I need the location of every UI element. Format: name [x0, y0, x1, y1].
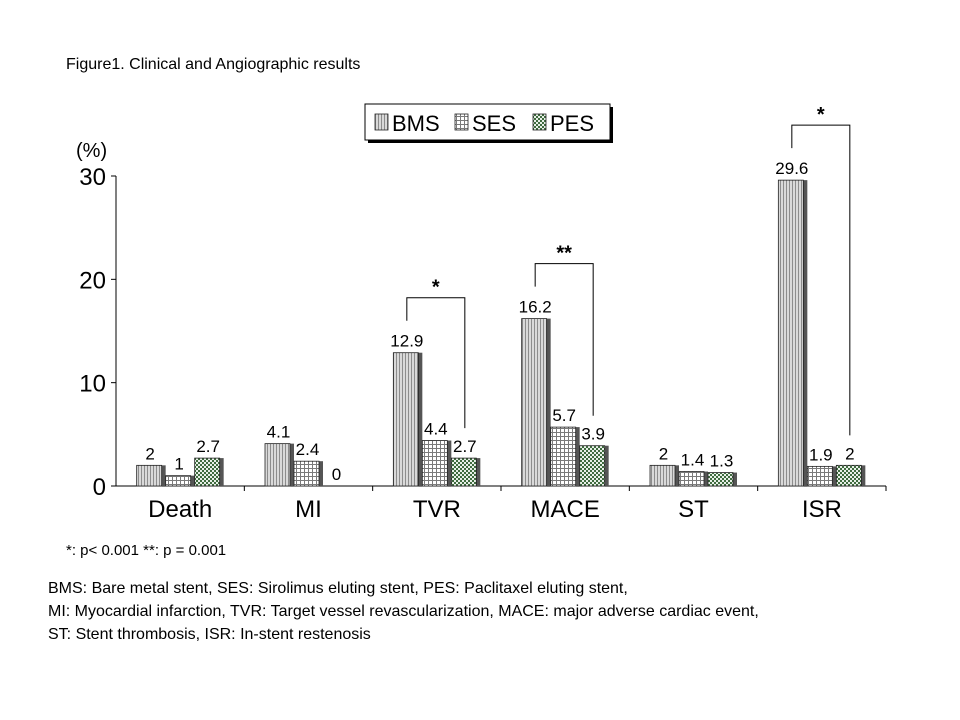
- bar-side: [290, 443, 294, 486]
- abbreviation-notes: BMS: Bare metal stent, SES: Sirolimus el…: [48, 577, 759, 646]
- abbreviation-line: ST: Stent thrombosis, ISR: In-stent rest…: [48, 626, 371, 643]
- bar-side: [546, 318, 551, 486]
- bar-side: [575, 427, 580, 486]
- bar-side: [476, 458, 481, 486]
- legend-label: PES: [550, 111, 594, 136]
- data-label: 0: [332, 465, 341, 484]
- legend-swatch: [374, 113, 389, 131]
- significance-bracket: [406, 297, 466, 429]
- y-tick-label: 0: [93, 474, 106, 501]
- bar: [777, 179, 804, 487]
- bar: [392, 352, 419, 487]
- bar-side: [803, 180, 808, 486]
- bar: [450, 457, 477, 487]
- y-tick-label: 20: [79, 267, 106, 294]
- y-axis-label: (%): [76, 140, 107, 162]
- legend-label: SES: [472, 111, 516, 136]
- data-label: 1.3: [710, 452, 734, 471]
- bar-side: [418, 352, 423, 486]
- abbreviation-line: MI: Myocardial infarction, TVR: Target v…: [48, 603, 759, 620]
- legend-label: BMS: [392, 111, 440, 136]
- bar-side: [675, 465, 679, 486]
- bar: [521, 318, 548, 487]
- bar: [194, 457, 221, 487]
- x-tick-label: ISR: [802, 496, 842, 523]
- chart-legend: BMS SES PES: [364, 103, 613, 143]
- bar-side: [319, 461, 323, 486]
- bar: [421, 440, 448, 487]
- x-tick-label: ST: [678, 496, 709, 523]
- data-label: 4.4: [424, 420, 448, 439]
- significance-brackets: ****: [406, 104, 851, 436]
- data-label: 1.9: [809, 445, 833, 464]
- legend-swatch: [454, 113, 469, 131]
- y-tick-label: 10: [79, 371, 106, 398]
- figure-caption: Figure1. Clinical and Angiographic resul…: [66, 56, 361, 73]
- significance-bracket: [791, 124, 851, 436]
- bar: [806, 465, 833, 487]
- data-label: 2: [845, 444, 854, 463]
- data-label: 4.1: [267, 423, 291, 442]
- significance-marker: **: [556, 243, 572, 265]
- bar-side: [604, 445, 609, 486]
- y-tick-label: 30: [79, 164, 106, 191]
- data-label: 16.2: [519, 298, 552, 317]
- data-label: 12.9: [390, 332, 423, 351]
- data-label: 2.7: [453, 437, 477, 456]
- bar-side: [190, 475, 195, 486]
- significance-marker: *: [432, 277, 440, 299]
- x-tick-label: Death: [148, 496, 212, 523]
- significance-marker: *: [817, 104, 825, 126]
- bar: [264, 443, 291, 487]
- data-label: 2.4: [296, 440, 320, 459]
- bar: [136, 464, 163, 487]
- bar-side: [447, 440, 452, 486]
- bar: [678, 471, 705, 487]
- bar: [165, 475, 192, 487]
- data-label: 29.6: [775, 159, 808, 178]
- bar-side: [219, 458, 224, 486]
- data-label: 2.7: [196, 437, 220, 456]
- bar: [649, 464, 676, 487]
- bar: [293, 460, 320, 487]
- legend-swatch: [532, 113, 547, 131]
- legend-box: [364, 103, 611, 141]
- data-label: 2: [145, 444, 154, 463]
- bar: [707, 472, 734, 487]
- bar-side: [733, 472, 737, 486]
- data-label: 1.4: [681, 451, 705, 470]
- data-label: 2: [659, 444, 668, 463]
- chart-bars: 2 1 2.7 4.1 2.4 0 12.9 4.4 2.7 16.2 5.7 3.9 2 1.4 1.3 2…: [136, 159, 866, 487]
- data-label: 1: [174, 455, 183, 474]
- x-tick-label: MACE: [530, 496, 599, 523]
- bar-side: [861, 465, 866, 486]
- bar: [835, 464, 862, 487]
- bar-side: [704, 471, 708, 486]
- significance-bracket: [534, 263, 594, 416]
- significance-note: *: p< 0.001 **: p = 0.001: [66, 542, 227, 559]
- x-tick-label: MI: [295, 496, 322, 523]
- bar: [550, 426, 577, 487]
- bar-side: [832, 466, 837, 486]
- data-label: 5.7: [552, 406, 576, 425]
- bar: [579, 445, 606, 487]
- x-tick-label: TVR: [413, 496, 461, 523]
- abbreviation-line: BMS: Bare metal stent, SES: Sirolimus el…: [48, 580, 628, 597]
- bar-side: [161, 465, 166, 486]
- data-label: 3.9: [581, 425, 605, 444]
